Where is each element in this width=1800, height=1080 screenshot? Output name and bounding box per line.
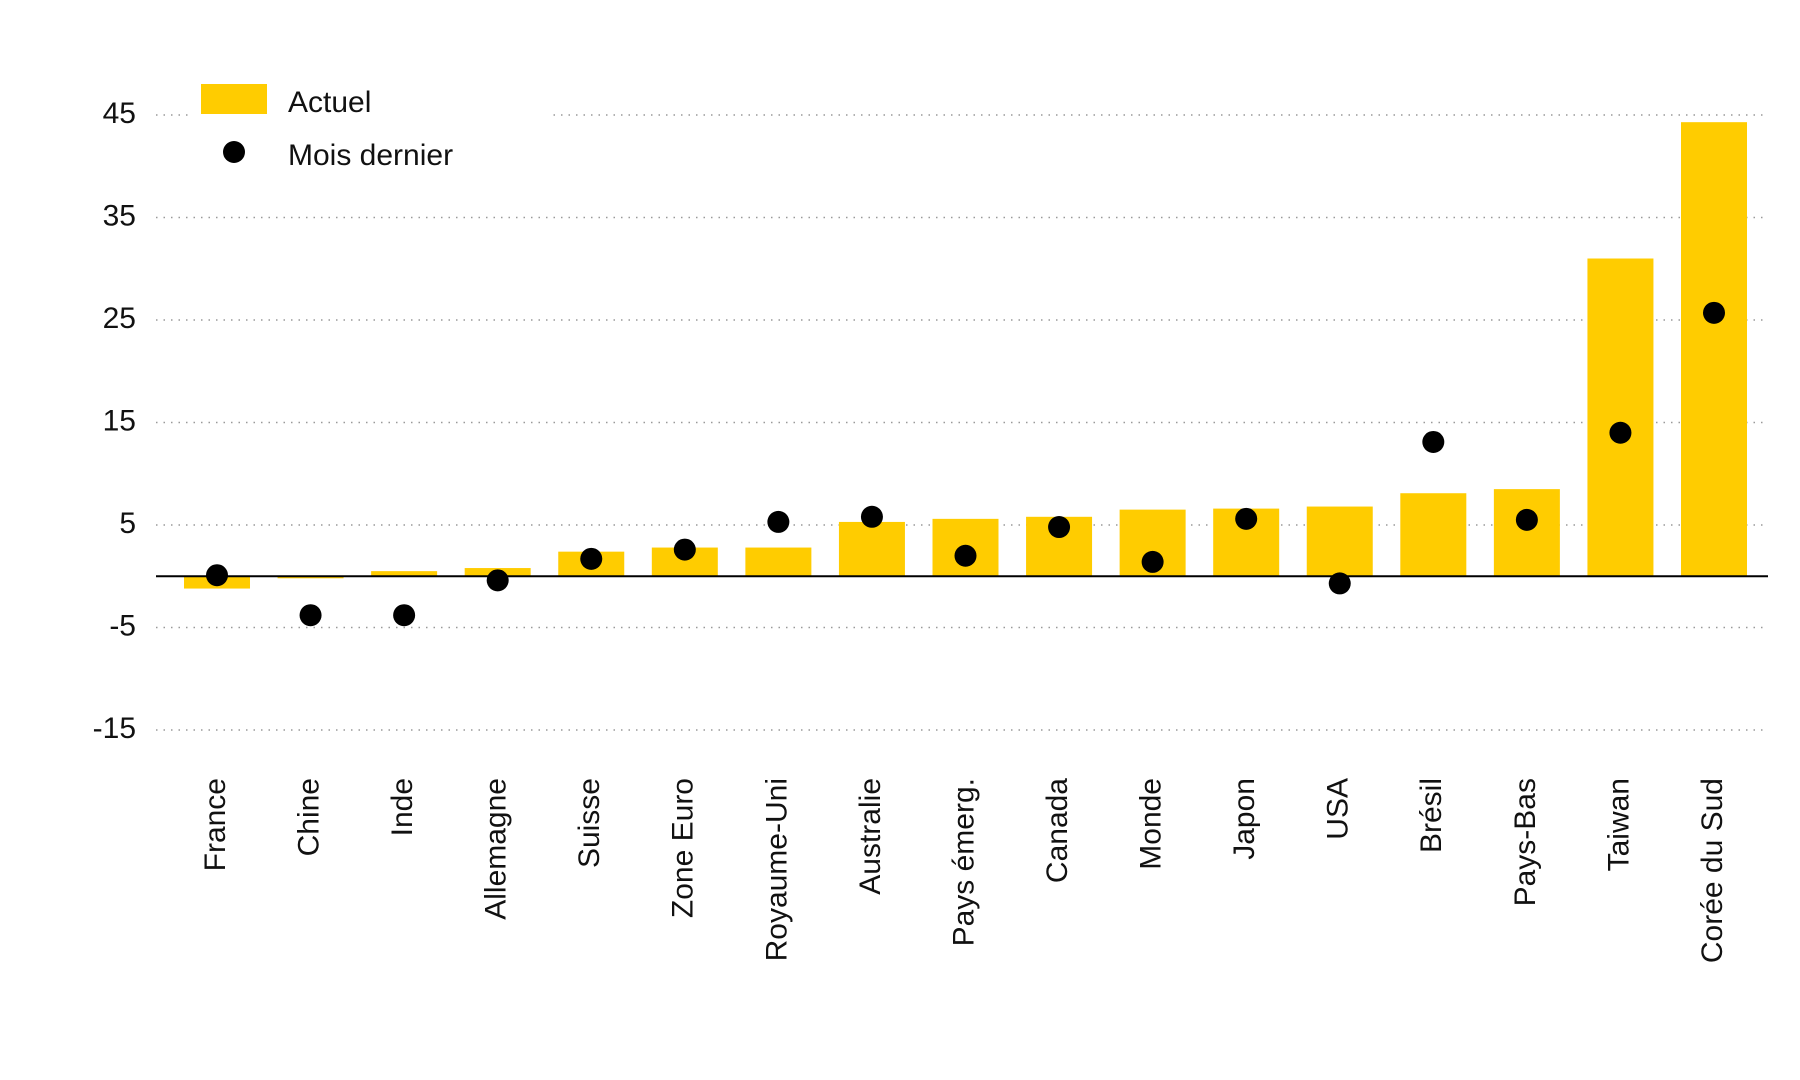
dot	[1703, 301, 1725, 324]
x-tick-label: Suisse	[573, 778, 606, 868]
bar	[1400, 493, 1467, 577]
dot	[1422, 430, 1445, 453]
bar	[1681, 122, 1747, 577]
x-tick-label: USA	[1322, 778, 1355, 840]
dot	[580, 547, 603, 570]
dot	[1328, 572, 1351, 595]
bar	[1493, 489, 1560, 577]
dot	[673, 538, 696, 561]
dot	[206, 564, 228, 587]
dot	[860, 505, 883, 528]
x-tick-label: Pays-Bas	[1509, 778, 1542, 906]
y-tick-label: 15	[103, 404, 136, 437]
bar	[371, 571, 438, 577]
y-tick-label: -5	[109, 609, 136, 642]
x-tick-label: Allemagne	[480, 778, 513, 920]
x-tick-label: Japon	[1228, 778, 1261, 860]
x-tick-label: Zone Euro	[667, 778, 700, 918]
x-tick-label: Inde	[386, 778, 419, 836]
dot	[1048, 516, 1071, 539]
dot	[1235, 507, 1258, 530]
y-tick-label: -15	[93, 712, 136, 745]
x-tick-label: Pays émerg.	[947, 778, 980, 946]
x-tick-label: Brésil	[1415, 778, 1448, 853]
bar	[838, 521, 905, 577]
y-tick-label: 45	[103, 97, 136, 130]
legend-label: Actuel	[288, 86, 371, 119]
x-tick-label: Royaume-Uni	[760, 778, 793, 961]
dot	[1609, 421, 1632, 444]
bar	[1587, 258, 1654, 577]
dot	[299, 604, 322, 627]
dot	[954, 544, 977, 567]
legend-label: Mois dernier	[288, 139, 453, 172]
bar	[277, 576, 344, 579]
x-tick-label: Chine	[292, 778, 325, 856]
dot	[1515, 508, 1538, 531]
dot	[486, 569, 509, 592]
x-tick-label: Taiwan	[1602, 778, 1635, 871]
x-tick-label: France	[199, 778, 232, 871]
x-tick-label: Canada	[1041, 778, 1074, 883]
x-tick-label: Monde	[1135, 778, 1168, 870]
dot	[1141, 550, 1164, 573]
x-tick-label: Corée du Sud	[1696, 778, 1729, 963]
legend-swatch	[201, 84, 267, 114]
x-tick-label: Australie	[854, 778, 887, 895]
bar	[1306, 506, 1373, 577]
y-tick-label: 5	[119, 507, 136, 540]
bar	[745, 547, 812, 577]
legend-swatch	[223, 141, 245, 163]
dot	[767, 510, 790, 533]
y-tick-label: 25	[103, 302, 136, 335]
dot	[393, 604, 416, 627]
y-tick-label: 35	[103, 199, 136, 232]
